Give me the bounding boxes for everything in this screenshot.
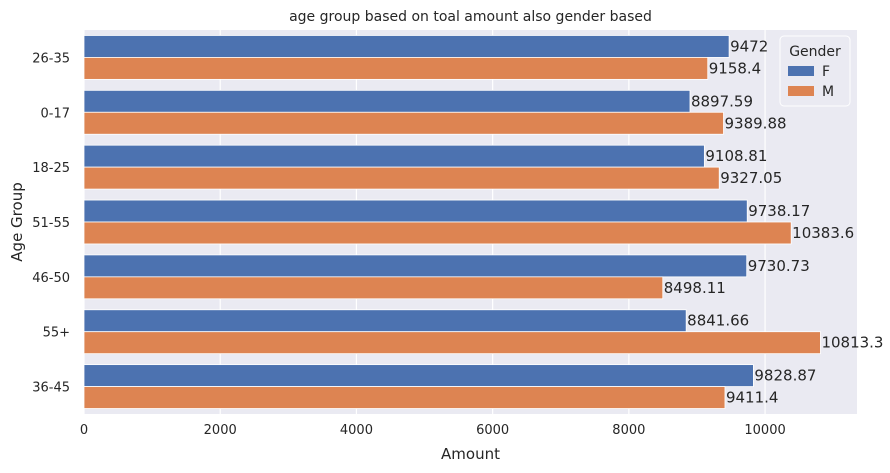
legend-title: Gender <box>789 44 841 60</box>
legend-swatch-M <box>788 86 814 96</box>
legend-label-F: F <box>822 64 830 80</box>
bar-F-51-55 <box>83 199 748 223</box>
bar-value-label: 9472 <box>730 37 768 55</box>
y-ticks: 26-35 0-17 18-25 51-55 46-50 55+ 36-45 <box>32 51 70 395</box>
y-tick-label: 46-50 <box>32 271 70 286</box>
chart-title: age group based on toal amount also gend… <box>289 9 652 25</box>
y-tick-label: 55+ <box>43 326 70 341</box>
bar-M-0-17 <box>83 111 724 135</box>
x-axis-label: Amount <box>441 445 500 463</box>
bar-M-26-35 <box>83 57 709 80</box>
bar-value-label: 8897.59 <box>691 92 753 110</box>
x-ticks: 0 2000 4000 6000 8000 10000 <box>80 423 786 438</box>
bar-F-0-17 <box>83 89 691 113</box>
bar-value-label: 9738.17 <box>748 202 810 220</box>
y-tick-label: 18-25 <box>32 161 70 176</box>
legend-items: FM <box>788 64 834 100</box>
bar-M-36-45 <box>83 386 726 409</box>
bar-value-label: 10383.6 <box>792 224 854 242</box>
bar-value-label: 9327.05 <box>720 169 782 187</box>
x-tick-label: 10000 <box>744 423 785 438</box>
y-tick-label: 26-35 <box>32 51 70 66</box>
bar-F-55+ <box>83 309 687 333</box>
bar-F-36-45 <box>83 364 754 387</box>
x-tick-label: 0 <box>80 423 88 438</box>
bar-value-label: 9389.88 <box>725 114 787 132</box>
legend: Gender FM <box>779 35 851 107</box>
bar-value-label: 8841.66 <box>687 312 749 330</box>
data-labels: 9472 9158.4 8897.59 9389.88 9108.81 9327.05 97… <box>664 37 884 406</box>
y-tick-label: 0-17 <box>40 106 70 121</box>
bar-value-label: 9108.81 <box>705 147 767 165</box>
bar-value-label: 9828.87 <box>754 367 816 385</box>
y-axis-label: Age Group <box>8 182 26 261</box>
bars <box>83 35 821 409</box>
bar-value-label: 10813.3 <box>821 334 883 352</box>
x-tick-label: 4000 <box>340 423 373 438</box>
bar-M-55+ <box>83 331 821 355</box>
bar-M-46-50 <box>83 276 664 300</box>
bar-value-label: 9411.4 <box>726 389 779 407</box>
bar-value-label: 9158.4 <box>709 59 762 77</box>
bar-M-18-25 <box>83 166 720 190</box>
bar-F-26-35 <box>83 35 730 58</box>
y-tick-label: 51-55 <box>32 216 70 231</box>
bar-value-label: 9730.73 <box>748 257 810 275</box>
bar-value-label: 8498.11 <box>664 279 726 297</box>
bar-M-51-55 <box>83 221 792 245</box>
x-tick-label: 8000 <box>612 423 645 438</box>
legend-swatch-F <box>788 66 814 76</box>
y-tick-label: 36-45 <box>32 381 70 396</box>
x-tick-label: 2000 <box>204 423 237 438</box>
bar-F-46-50 <box>83 254 748 278</box>
legend-label-M: M <box>822 84 834 100</box>
bar-F-18-25 <box>83 144 705 168</box>
x-tick-label: 6000 <box>476 423 509 438</box>
